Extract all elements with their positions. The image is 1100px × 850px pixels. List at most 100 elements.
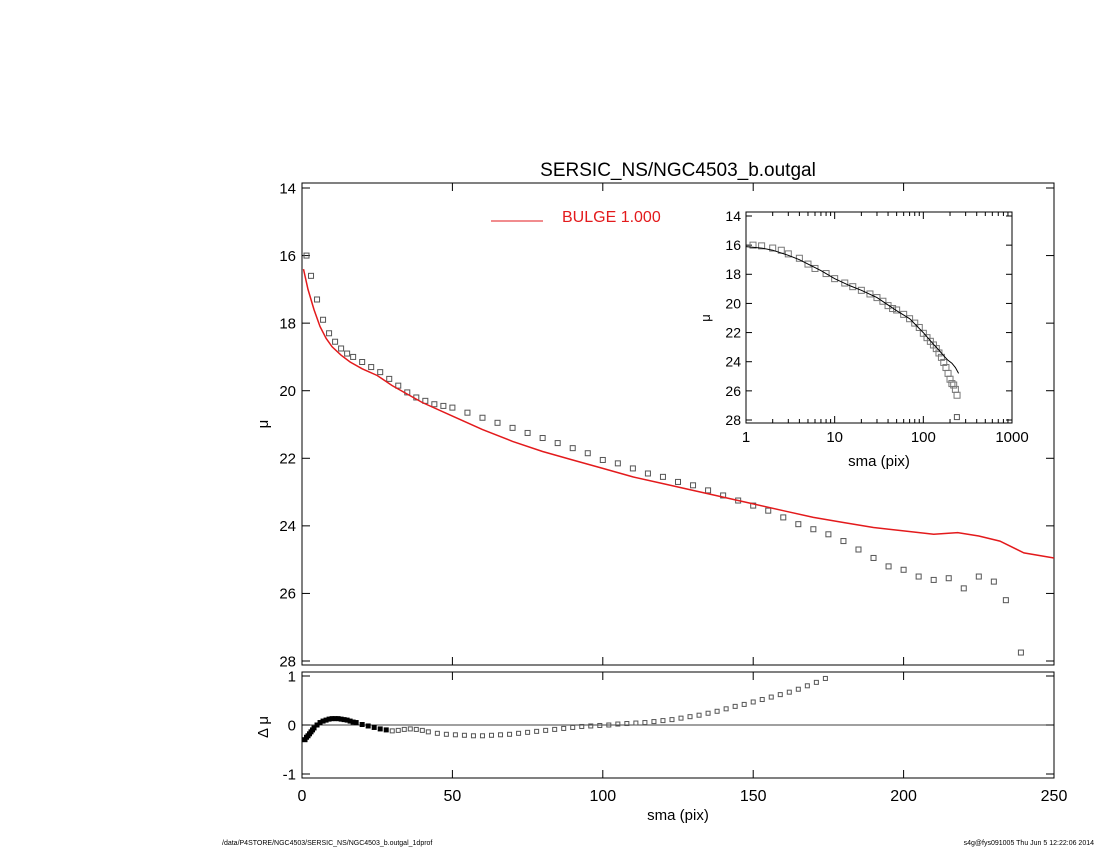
data-point [885, 563, 892, 570]
inset-x-axis: 1 10 100 1000 [742, 212, 1029, 446]
y-tick-label: 18 [279, 315, 296, 332]
residual-point [633, 720, 639, 726]
data-point [320, 316, 327, 323]
residual-point [543, 727, 549, 733]
residual-point [498, 732, 504, 738]
y-tick-label: 18 [725, 266, 741, 282]
inset-log-panel: 14 16 18 20 22 24 26 28 1 10 100 1000 μ sma (pix) [698, 208, 1029, 470]
bulge-model-line [302, 268, 1055, 559]
data-point [960, 585, 967, 592]
chart-title: SERSIC_NS/NGC4503_b.outgal [540, 160, 816, 181]
x-axis-label: sma (pix) [647, 807, 709, 824]
data-point [975, 573, 982, 580]
data-point [945, 575, 952, 582]
data-point [524, 429, 531, 436]
inset-data-point [758, 242, 766, 250]
data-point [509, 424, 516, 431]
inset-x-tick-label: 1 [742, 429, 750, 446]
inset-data-point [831, 275, 839, 283]
data-point [1017, 649, 1024, 656]
x-tick-label: 250 [1041, 788, 1068, 805]
residual-point [434, 730, 440, 736]
residual-point [750, 699, 756, 705]
data-point [344, 350, 351, 357]
y-tick-label: 16 [279, 248, 296, 265]
residual-point [359, 722, 365, 728]
y-tick-label: 24 [279, 518, 296, 535]
data-point [659, 473, 666, 480]
inset-data-point [749, 241, 757, 249]
main-y-axis-label: μ [255, 420, 272, 429]
inset-data-point [857, 286, 865, 294]
residual-point [615, 721, 621, 727]
residual-point [407, 726, 413, 732]
data-point [915, 573, 922, 580]
residual-point [534, 728, 540, 734]
y-tick-label: 22 [279, 451, 296, 468]
inset-data-point [879, 297, 887, 305]
data-point [690, 482, 697, 489]
data-point [900, 566, 907, 573]
residual-point [732, 703, 738, 709]
inset-data-point [822, 270, 830, 278]
x-tick-label: 150 [740, 788, 767, 805]
inset-data-point [849, 283, 857, 291]
inset-data-point [946, 375, 954, 383]
y-tick-label: 24 [725, 354, 741, 370]
inset-data-point [940, 358, 948, 366]
residual-point [723, 706, 729, 712]
residual-point [419, 727, 425, 733]
residual-point [579, 723, 585, 729]
residual-point [525, 729, 531, 735]
residual-point [443, 731, 449, 737]
legend-label-bulge: BULGE 1.000 [562, 209, 661, 226]
residual-point [371, 724, 377, 730]
residual-point [687, 714, 693, 720]
residual-point [479, 733, 485, 739]
residual-point [401, 726, 407, 732]
data-point [705, 487, 712, 494]
data-point [629, 465, 636, 472]
data-point [644, 470, 651, 477]
footer-timestamp: s4g@fys091005 Thu Jun 5 12:22:06 2014 [963, 840, 1094, 847]
data-point [780, 514, 787, 521]
residual-point [660, 718, 666, 724]
data-point [569, 445, 576, 452]
data-point [350, 353, 357, 360]
inset-data-point [900, 310, 908, 318]
y-tick-label: 28 [279, 653, 296, 670]
data-point [584, 450, 591, 457]
residual-point [570, 724, 576, 730]
residual-y-axis-label: Δ μ [255, 716, 272, 738]
y-tick-label: 14 [279, 180, 296, 197]
inset-data-point [950, 381, 958, 389]
data-point [308, 272, 315, 279]
data-point [825, 531, 832, 538]
residual-point [561, 725, 567, 731]
inset-x-tick-label: 100 [911, 429, 936, 446]
inset-outlier-point [953, 414, 960, 421]
residual-point [461, 732, 467, 738]
data-point [431, 401, 438, 408]
inset-model-line [745, 246, 960, 374]
data-point [810, 526, 817, 533]
data-point [750, 502, 757, 509]
data-point [1002, 597, 1009, 604]
residual-point [696, 712, 702, 718]
inset-x-tick-label: 10 [826, 429, 843, 446]
inset-data-point [919, 329, 927, 337]
y-tick-label: 20 [279, 383, 296, 400]
data-point [332, 338, 339, 345]
residual-point [552, 726, 558, 732]
main-plot-frame [301, 182, 1055, 666]
x-tick-label: 200 [890, 788, 917, 805]
residual-point [777, 692, 783, 698]
residual-point [795, 686, 801, 692]
residual-point [425, 729, 431, 735]
inset-data-point [893, 306, 901, 314]
data-point [338, 345, 345, 352]
residual-point [452, 732, 458, 738]
inset-x-axis-label: sma (pix) [848, 453, 910, 470]
residual-point [714, 708, 720, 714]
inset-data-point [915, 323, 923, 331]
